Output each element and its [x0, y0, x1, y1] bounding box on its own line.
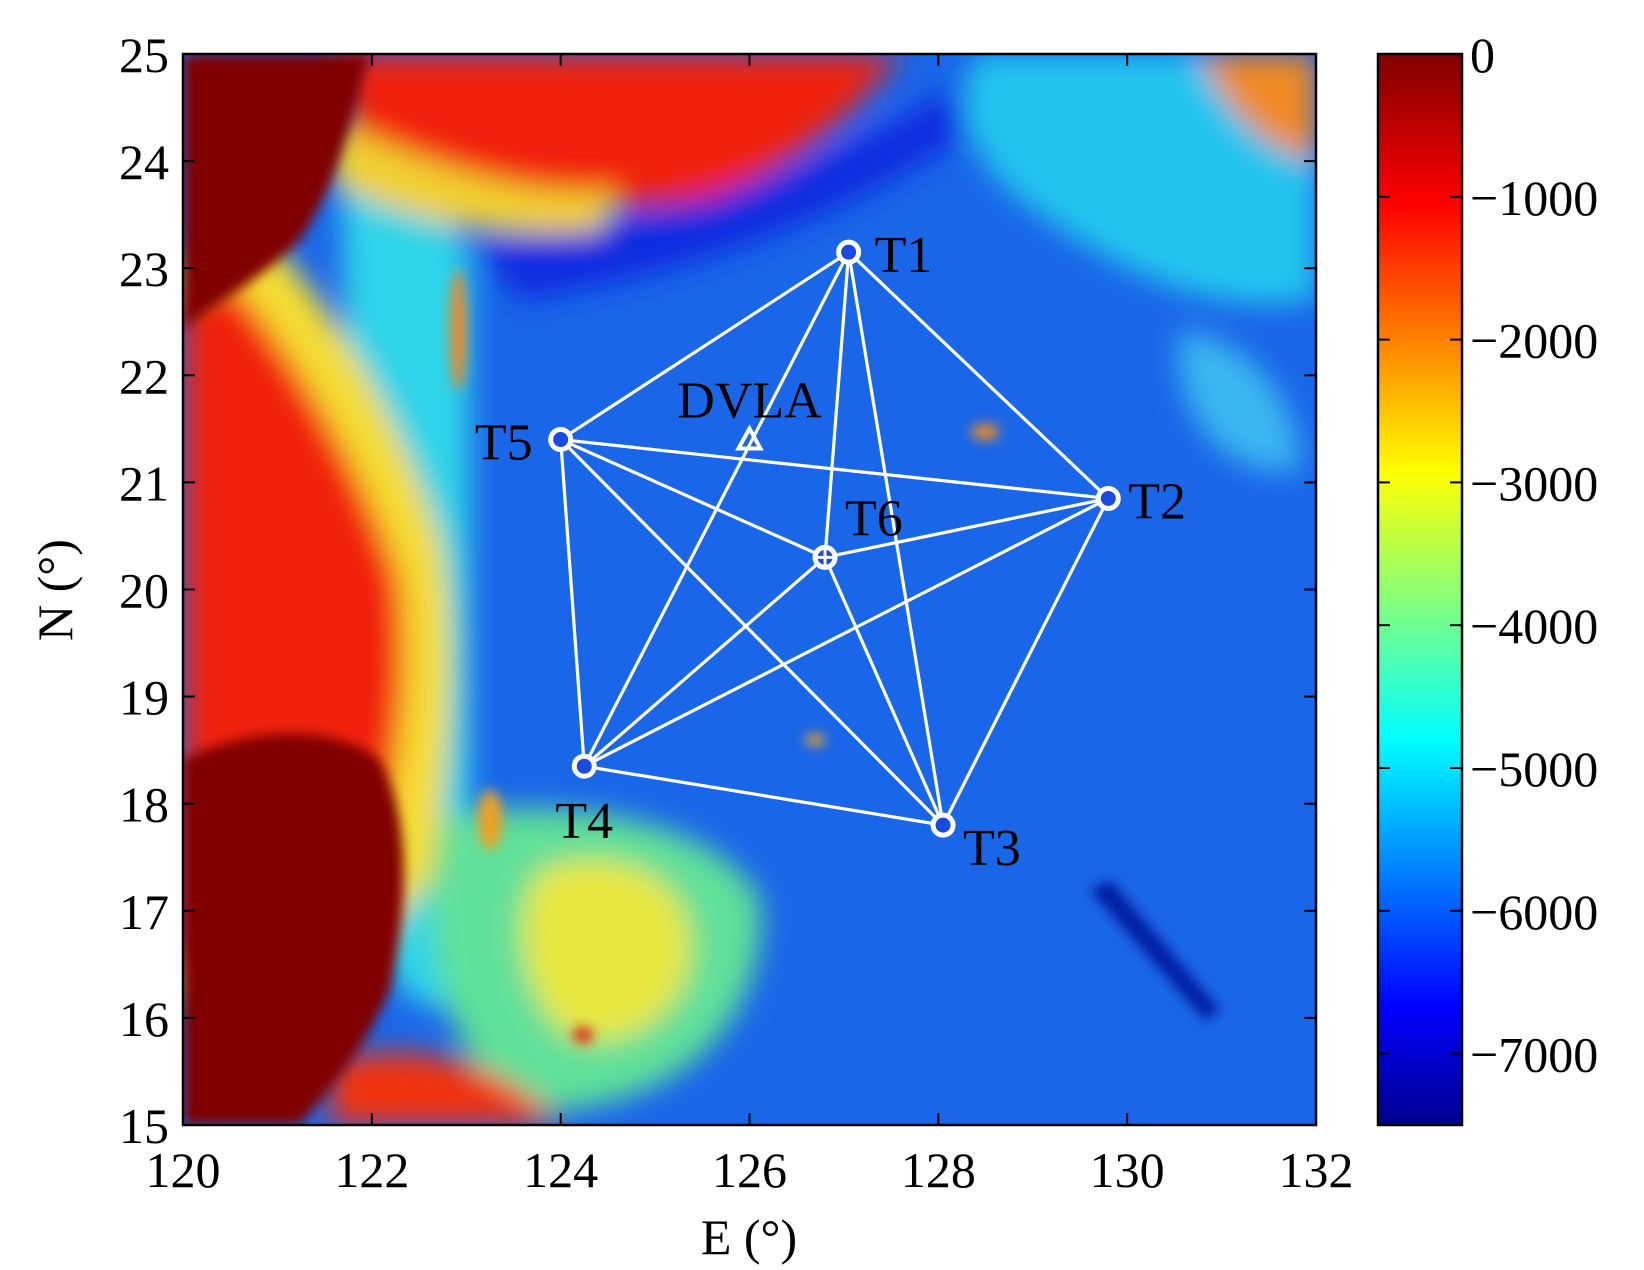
- station-label: T1: [875, 227, 933, 284]
- colorbar-tick-label: −6000: [1470, 884, 1598, 940]
- x-tick-label: 128: [901, 1142, 976, 1198]
- link-t1-t3: [847, 251, 945, 826]
- y-tick-label: 25: [119, 27, 169, 83]
- colorbar-tick-label: −5000: [1470, 741, 1598, 797]
- x-tick-label: 122: [334, 1142, 409, 1198]
- x-tick-label: 130: [1090, 1142, 1165, 1198]
- station-t6[interactable]: T6: [812, 490, 903, 570]
- y-axis-label: N (°): [27, 539, 83, 641]
- station-t5[interactable]: T5: [475, 415, 574, 472]
- link-t2-t6: [824, 496, 1109, 559]
- y-tick-label: 24: [119, 134, 169, 190]
- triangle-marker-icon: [735, 424, 764, 451]
- station-links: [559, 250, 1110, 827]
- circle-marker-icon: [1095, 485, 1121, 511]
- station-label: T2: [1128, 473, 1186, 530]
- link-t2-t4: [583, 497, 1110, 768]
- link-t1-t5: [559, 250, 850, 441]
- link-t3-t5: [559, 438, 945, 827]
- circle-marker-icon: [548, 427, 574, 453]
- y-tick-label: 20: [119, 563, 169, 619]
- y-tick-label: 23: [119, 241, 169, 297]
- circle-marker-icon: [836, 239, 862, 265]
- station-t2[interactable]: T2: [1095, 473, 1186, 530]
- link-t1-t2: [847, 250, 1110, 500]
- circle-marker-icon: [930, 812, 956, 838]
- colorbar-tick-label: 0: [1470, 27, 1495, 83]
- link-t5-t6: [560, 438, 826, 559]
- y-axis-ticks: 15 16 17 18 19 20 21 22 23 24 25: [119, 27, 1316, 1154]
- colorbar-tick-label: −4000: [1470, 598, 1598, 654]
- y-tick-label: 22: [119, 348, 169, 404]
- y-tick-label: 17: [119, 884, 169, 940]
- y-tick-label: 15: [119, 1098, 169, 1154]
- x-tick-label: 126: [712, 1142, 787, 1198]
- colorbar: [1376, 52, 1464, 1127]
- station-label: T5: [475, 415, 533, 472]
- colorbar-tick-label: −1000: [1470, 170, 1598, 226]
- link-t2-t3: [941, 497, 1110, 826]
- link-t1-t6: [823, 252, 851, 558]
- station-t1[interactable]: T1: [836, 227, 933, 284]
- station-t4[interactable]: T4: [555, 753, 613, 850]
- y-tick-label: 19: [119, 670, 169, 726]
- x-tick-label: 124: [523, 1142, 598, 1198]
- station-label: T6: [845, 490, 903, 547]
- station-t3[interactable]: T3: [930, 812, 1021, 877]
- y-tick-label: 16: [119, 991, 169, 1047]
- colorbar-tick-label: −2000: [1470, 313, 1598, 369]
- station-label: T3: [963, 820, 1021, 877]
- station-label: T4: [555, 793, 613, 850]
- station-label: DVLA: [677, 373, 822, 430]
- link-t3-t6: [823, 556, 945, 826]
- y-tick-label: 18: [119, 777, 169, 833]
- circle-marker-icon: [571, 753, 597, 779]
- link-t4-t5: [559, 439, 586, 767]
- y-tick-label: 21: [119, 455, 169, 511]
- bathymetry-map: [183, 54, 1316, 1125]
- link-t2-t5: [560, 437, 1109, 501]
- station-dvla[interactable]: DVLA: [677, 373, 822, 451]
- x-axis-label: E (°): [701, 1209, 797, 1265]
- colorbar-ticks: 0 −1000 −2000 −3000 −4000 −5000 −6000 −7000: [1378, 27, 1598, 1083]
- x-tick-label: 132: [1279, 1142, 1354, 1198]
- stations: T1 T2 T3 T4 T5 T6 DVLA: [475, 227, 1186, 877]
- x-axis-ticks: 120 122 124 126 128 130 132: [146, 54, 1354, 1198]
- colorbar-tick-label: −3000: [1470, 455, 1598, 511]
- x-tick-label: 120: [146, 1142, 221, 1198]
- link-t4-t6: [583, 556, 827, 768]
- colorbar-tick-label: −7000: [1470, 1027, 1598, 1083]
- link-t3-t4: [584, 764, 944, 827]
